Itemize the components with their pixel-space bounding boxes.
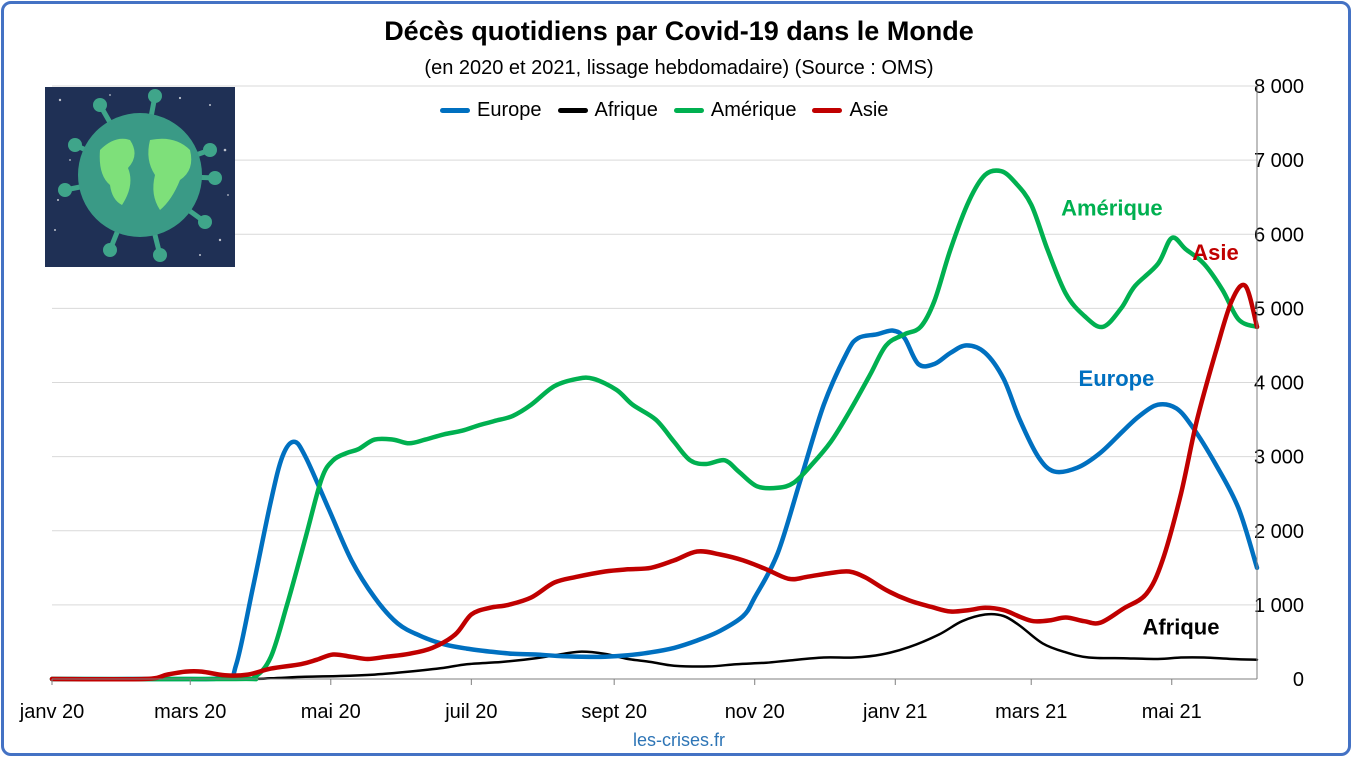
y-tick-label: 5 000 [1254,298,1304,320]
chart-subtitle: (en 2020 et 2021, lissage hebdomadaire) … [424,57,934,79]
y-tick-label: 2 000 [1254,521,1304,543]
legend-item-europe: Europe [440,99,542,122]
y-tick-label: 8 000 [1254,76,1304,98]
x-tick-label: sept 20 [581,701,647,723]
x-tick-label: janv 20 [19,701,85,723]
y-tick-label: 4 000 [1254,373,1304,395]
series-label-amérique: Amérique [1061,196,1162,221]
x-tick-label: mai 21 [1142,701,1202,723]
x-tick-label: juil 20 [444,701,497,723]
y-tick-label: 1 000 [1254,595,1304,617]
source-label: les-crises.fr [632,730,725,750]
x-tick-label: janv 21 [862,701,928,723]
x-tick-label: nov 20 [725,701,785,723]
legend-item-afrique: Afrique [557,98,658,122]
legend-label-afrique: Afrique [594,98,658,121]
series-label-europe: Europe [1079,366,1155,391]
series-label-asie: Asie [1192,240,1238,265]
series-layer [49,168,1260,682]
legend-swatch-asie [812,107,843,113]
series-line-asie [49,282,1260,682]
y-tick-label: 7 000 [1254,150,1304,172]
x-tick-label: mars 21 [995,701,1067,723]
legend-label-asie: Asie [849,98,889,121]
x-tick-label: mars 20 [154,701,226,723]
label-layer: Europe Afrique Amérique Asie [1061,196,1239,640]
legend-swatch-europe [440,107,470,113]
series-line-afrique [50,612,1259,681]
legend: Europe Afrique Amérique Asie [440,96,904,124]
axis-layer: 0 1 000 2 000 3 000 4 000 5 000 6 000 7 000 8 00… [19,76,1304,723]
x-tick-label: mai 20 [301,701,361,723]
y-tick-label: 6 000 [1254,224,1304,246]
legend-label-amerique: Amérique [710,98,797,121]
legend-item-amerique: Amérique [673,98,797,122]
legend-swatch-afrique [557,107,588,113]
y-tick-label: 0 [1293,669,1304,691]
chart-title: Décès quotidiens par Covid-19 dans le Mo… [384,16,974,46]
series-label-afrique: Afrique [1142,615,1219,640]
legend-label-europe: Europe [477,98,542,121]
y-tick-label: 3 000 [1254,447,1304,469]
legend-swatch-amerique [673,107,704,113]
series-line-amérique [49,168,1260,682]
covid-globe-illustration [45,87,235,267]
legend-item-asie: Asie [812,99,888,122]
series-line-europe [49,328,1260,682]
